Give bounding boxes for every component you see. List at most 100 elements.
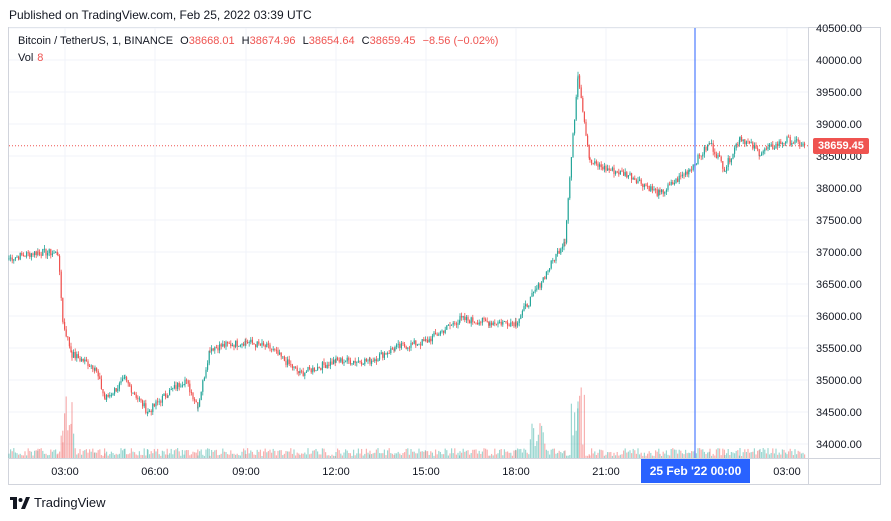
volume-bar [588,454,590,458]
tradingview-logo-icon [10,496,30,509]
volume-bar [357,448,359,458]
candle-body [34,251,36,256]
volume-bar [481,451,483,458]
volume-bar [361,448,363,458]
candle-body [647,185,649,187]
volume-bar [197,449,199,458]
volume-bar [739,448,741,458]
volume-bar [134,452,136,458]
volume-bar [681,453,683,458]
volume-bar [225,451,227,458]
candle-body [709,143,711,144]
volume-bar [664,453,666,458]
candle-body [431,335,433,342]
volume-bar [452,453,454,458]
volume-bar [37,450,39,458]
volume-bar [122,450,124,458]
volume-bar [175,449,177,458]
candle-body [120,381,122,384]
y-tick-label: 37500.00 [816,215,862,227]
volume-bar [464,451,466,458]
y-tick-label: 35000.00 [816,375,862,387]
volume-bar [109,454,111,458]
volume-bar [726,453,728,458]
candle-body [541,282,543,288]
candle-body [673,183,675,185]
volume-bar [640,452,642,458]
volume-bar [282,455,284,458]
volume-bar [531,423,533,458]
candle-body [619,170,621,175]
volume-bar [146,449,148,458]
candle-body [441,330,443,332]
volume-bar [40,448,42,458]
candle-body [149,410,151,412]
candle-body [547,270,549,272]
candle-body [96,367,98,371]
candle-body [387,352,389,355]
volume-bar [623,450,625,458]
volume-bar [349,453,351,458]
volume-bar [491,453,493,458]
candle-body [380,352,382,355]
volume-bar [51,451,53,458]
volume-bar [761,452,763,458]
candle-body [436,334,438,336]
candle-body [369,357,371,364]
volume-bar [659,453,661,458]
candle-body [531,292,533,297]
volume-bar [745,451,747,458]
candle-body [430,338,432,342]
volume-bar [27,448,29,458]
volume-bar [608,452,610,458]
volume-bar [13,448,15,458]
candle-body [688,170,690,175]
volume-bar [764,449,766,458]
candle-body [702,154,704,157]
candle-body [769,144,771,147]
candle-body [720,156,722,162]
volume-bar [331,454,333,458]
candle-body [477,322,479,325]
volume-bar [220,453,222,458]
candle-body [365,358,367,362]
candle-body [361,362,363,365]
volume-bar [288,451,290,458]
candle-body [791,142,793,145]
candle-body [130,386,132,393]
volume-bar [566,455,568,458]
candle-body [247,342,249,343]
volume-bar [582,444,584,458]
candle-body [603,165,605,170]
candle-body [462,316,464,318]
candle-body [626,172,628,178]
candle-body [158,401,160,403]
volume-bar [750,452,752,458]
candle-body [97,370,99,377]
candle-body [77,354,79,359]
candle-body [658,190,660,196]
candle-body [758,149,760,156]
volume-bar [788,451,790,458]
volume-bar [183,454,185,458]
volume-bar [348,453,350,458]
volume-bar [635,453,637,458]
candle-body [371,360,373,364]
candle-body [135,394,137,398]
candle-body [315,370,317,372]
volume-bar [346,450,348,458]
volume-bar [275,455,277,458]
candle-body [295,366,297,368]
volume-bar [256,449,258,458]
candle-body [572,133,574,158]
candle-body [215,347,217,349]
candle-body [64,322,66,330]
footer-brand[interactable]: TradingView [10,495,106,510]
candle-body [19,253,21,260]
volume-bar [399,453,401,458]
volume-bar [248,453,250,458]
volume-bar [329,455,331,458]
candle-body [205,369,207,378]
candle-body [82,358,84,362]
